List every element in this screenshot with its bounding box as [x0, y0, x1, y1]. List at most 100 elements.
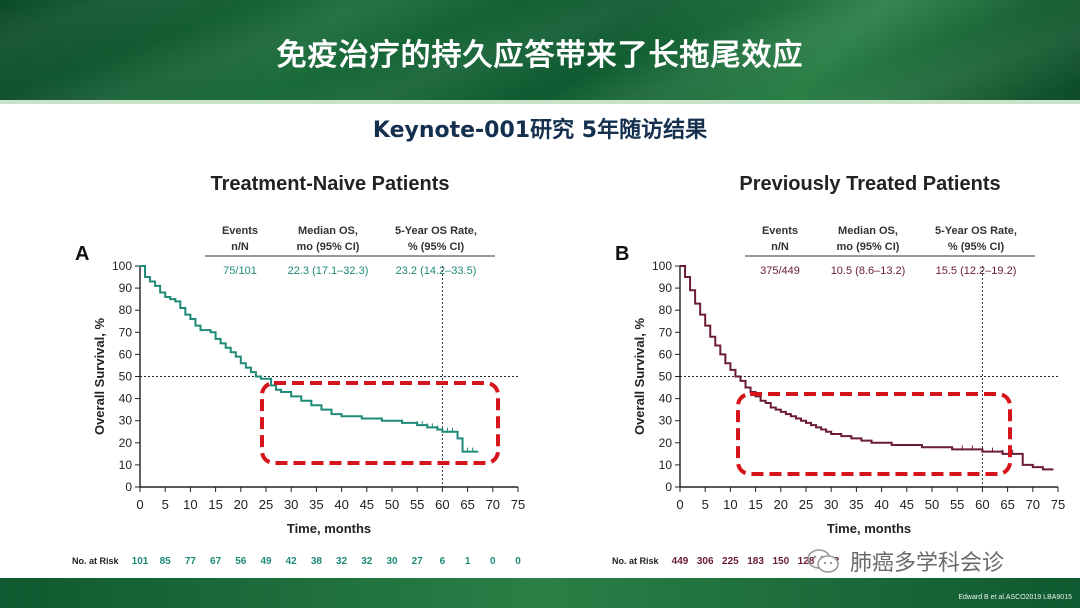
b-survival-point: [921, 446, 923, 449]
a-survival-point: [476, 450, 479, 453]
b-survival-point: [790, 415, 792, 418]
a-x-tick-label: 5: [162, 497, 169, 512]
b-survival-point: [709, 335, 712, 338]
a-stats-header: % (95% CI): [408, 241, 465, 253]
b-stats-header: Median OS,: [838, 225, 898, 237]
a-stats-value: 75/101: [223, 265, 257, 277]
b-survival-point: [785, 413, 787, 415]
a-at-risk-value: 27: [412, 556, 424, 567]
a-survival-point: [194, 324, 197, 327]
a-stats-header: 5-Year OS Rate,: [395, 225, 477, 237]
b-survival-point: [729, 369, 732, 371]
a-stats-header: Events: [222, 225, 258, 237]
a-at-risk-value: 1: [465, 556, 471, 567]
b-stats-header: % (95% CI): [948, 241, 1005, 253]
b-x-tick-label: 40: [874, 497, 888, 512]
a-x-tick-label: 30: [284, 497, 298, 512]
banner-sheen: [0, 0, 1080, 100]
a-survival-point: [139, 265, 141, 267]
b-survival-point: [1021, 464, 1024, 466]
a-at-risk-value: 56: [235, 556, 247, 567]
b-x-tick-label: 70: [1026, 497, 1040, 512]
b-survival-point: [840, 435, 843, 437]
a-x-tick-label: 65: [460, 497, 474, 512]
a-survival-point: [340, 415, 343, 418]
a-survival-point: [401, 422, 403, 424]
a-survival-point: [204, 329, 207, 331]
b-y-tick-label: 20: [659, 436, 673, 450]
a-survival-point: [179, 307, 182, 309]
b-survival-point: [694, 302, 696, 305]
b-survival-point: [719, 353, 722, 356]
b-survival-point: [684, 276, 686, 278]
b-at-risk-value: 225: [722, 556, 739, 567]
b-at-risk-value: 449: [672, 556, 689, 567]
a-at-risk-value: 101: [132, 556, 149, 567]
b-survival-point: [820, 428, 822, 431]
b-survival-point: [689, 289, 691, 292]
wechat-logo-icon: [807, 549, 839, 573]
a-survival-point: [240, 362, 242, 365]
b-stats-header: Events: [762, 225, 798, 237]
b-x-tick-label: 25: [799, 497, 813, 512]
a-y-tick-label: 70: [119, 325, 133, 339]
a-at-risk-value: 77: [185, 556, 197, 567]
b-x-tick-label: 45: [900, 497, 914, 512]
a-at-risk-value: 30: [386, 556, 398, 567]
a-survival-point: [224, 346, 227, 349]
a-survival-point: [411, 422, 413, 424]
a-y-tick-label: 90: [119, 281, 133, 295]
b-y-tick-label: 90: [659, 281, 673, 295]
b-survival-point: [699, 313, 701, 316]
citation: Edward B et al.ASCO2019 LBA9015: [958, 594, 1072, 601]
b-survival-point: [744, 386, 747, 389]
a-y-tick-label: 60: [119, 347, 133, 361]
chart-panel-b: Previously Treated Patients B Events n/N 375…: [612, 173, 1065, 567]
b-at-risk-value: 183: [747, 556, 764, 567]
b-x-tick-label: 60: [975, 497, 989, 512]
b-y-tick-label: 10: [659, 458, 673, 472]
watermark: 肺癌多学科会诊: [806, 544, 1009, 578]
a-survival-point: [184, 313, 187, 316]
a-y-tick-label: 100: [112, 259, 132, 273]
b-survival-point: [815, 426, 817, 429]
a-survival-point: [234, 355, 237, 358]
a-x-tick-label: 15: [208, 497, 222, 512]
b-at-risk-value: 306: [697, 556, 714, 567]
a-x-tick-label: 10: [183, 497, 197, 512]
b-x-tick-label: 50: [925, 497, 939, 512]
a-y-tick-label: 40: [119, 392, 133, 406]
a-x-tick-label: 75: [511, 497, 525, 512]
a-survival-point: [214, 338, 217, 340]
b-survival-point: [739, 380, 742, 382]
b-chart-title: Previously Treated Patients: [739, 173, 1000, 195]
b-y-tick-label: 30: [659, 414, 673, 428]
b-survival-point: [860, 439, 863, 442]
a-survival-point: [199, 329, 202, 331]
a-survival-point: [229, 351, 232, 353]
b-survival-point: [880, 442, 883, 444]
a-y-tick-label: 80: [119, 303, 133, 317]
b-x-tick-label: 30: [824, 497, 838, 512]
a-survival-point: [270, 384, 272, 387]
a-chart-title: Treatment-Naive Patients: [211, 173, 450, 195]
a-survival-point: [265, 377, 267, 380]
a-survival-point: [300, 400, 303, 402]
b-x-tick-label: 5: [702, 497, 709, 512]
a-stats-header: n/N: [231, 241, 249, 253]
b-panel-letter: B: [615, 243, 629, 265]
b-at-risk-value: 128: [798, 556, 815, 567]
b-survival-point: [1016, 453, 1019, 455]
a-x-tick-label: 0: [136, 497, 143, 512]
a-survival-point: [260, 377, 262, 380]
a-stats-value: 23.2 (14.2–33.5): [396, 265, 477, 277]
b-highlight-box: [736, 392, 1012, 476]
a-x-tick-label: 50: [385, 497, 399, 512]
a-highlight-box: [260, 381, 500, 465]
b-survival-point: [941, 446, 943, 449]
banner-divider: [0, 100, 1080, 104]
a-at-risk-value: 85: [160, 556, 172, 567]
b-y-tick-label: 80: [659, 303, 673, 317]
a-at-risk-value: 0: [515, 556, 521, 567]
a-survival-point: [164, 296, 166, 298]
